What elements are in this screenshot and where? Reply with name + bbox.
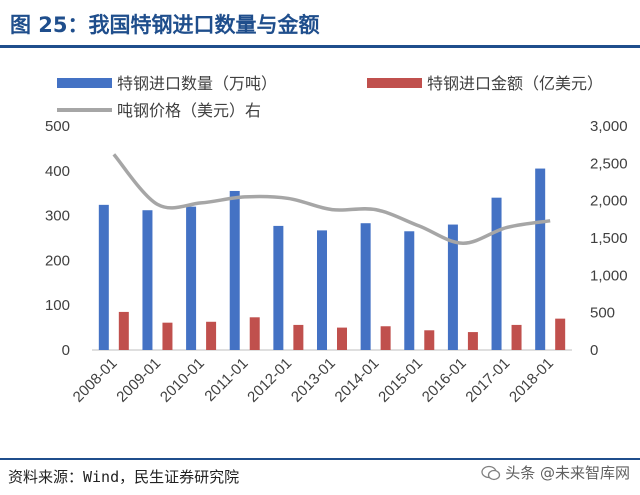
bar-volume — [360, 223, 371, 350]
y-right-tick-label: 1,500 — [590, 230, 628, 247]
x-tick-label: 2014-01 — [332, 355, 383, 406]
y-left-tick-label: 0 — [62, 342, 70, 359]
y-left-tick-label: 400 — [45, 163, 70, 180]
legend-label-volume: 特钢进口数量（万吨） — [117, 74, 277, 93]
legend-label-value: 特钢进口金额（亿美元） — [427, 74, 603, 93]
wechat-icon — [481, 465, 501, 480]
line-price — [112, 153, 551, 245]
bar-value — [293, 324, 304, 350]
chart: 特钢进口数量（万吨） 特钢进口金额（亿美元） 吨钢价格（美元）右 0 100 200 30… — [45, 74, 628, 406]
y-left-tick-label: 200 — [45, 252, 70, 269]
y-right-tick-label: 3,000 — [590, 118, 628, 135]
y-left-tick-label: 300 — [45, 208, 70, 225]
watermark-text: 头条 @未来智库网 — [505, 464, 630, 482]
x-tick-label: 2016-01 — [419, 355, 470, 406]
x-tick-label: 2008-01 — [70, 355, 121, 406]
bar-volume — [273, 225, 284, 350]
legend-label-price: 吨钢价格（美元）右 — [117, 101, 261, 120]
y-right-tick-label: 1,000 — [590, 267, 628, 284]
bar-value — [206, 321, 217, 350]
chart-legend: 特钢进口数量（万吨） 特钢进口金额（亿美元） 吨钢价格（美元）右 — [57, 74, 603, 120]
x-tick-label: 2009-01 — [113, 355, 164, 406]
bar-volume — [142, 210, 153, 350]
bar-value — [467, 332, 478, 350]
bar-volume — [229, 190, 240, 350]
x-tick-label: 2011-01 — [201, 355, 251, 405]
bar-volume — [98, 204, 109, 350]
watermark: 头条 @未来智库网 — [481, 462, 630, 483]
x-tick-label: 2010-01 — [157, 355, 208, 406]
bar-value — [162, 322, 173, 350]
bar-volume — [404, 231, 415, 350]
bar-value — [511, 324, 522, 350]
chart-plot-area: 0 100 200 300 400 500 0 500 1,000 1,500 2,000 2,500… — [45, 118, 628, 406]
y-left-tick-label: 500 — [45, 118, 70, 135]
bar-volume — [317, 230, 327, 350]
legend-swatch-volume — [57, 78, 112, 88]
x-tick-label: 2012-01 — [244, 355, 295, 406]
page-title: 图 25：我国特钢进口数量与金额 — [10, 13, 320, 37]
bar-value — [380, 326, 391, 350]
y-left-tick-label: 100 — [45, 297, 70, 314]
bar-volume — [491, 197, 502, 350]
footer-divider — [0, 458, 640, 460]
y-right-tick-label: 2,000 — [590, 193, 628, 210]
x-tick-label: 2017-01 — [462, 355, 513, 406]
x-tick-label: 2018-01 — [506, 355, 557, 406]
bar-value — [249, 317, 260, 350]
y-right-tick-label: 2,500 — [590, 155, 628, 172]
y-right-tick-label: 500 — [590, 305, 615, 322]
y-right-tick-label: 0 — [590, 342, 598, 359]
bar-value — [337, 327, 347, 350]
x-tick-label: 2015-01 — [375, 355, 426, 406]
bar-value — [118, 311, 129, 350]
title-bar: 图 25：我国特钢进口数量与金额 — [0, 0, 640, 48]
bar-volume — [447, 224, 458, 350]
x-tick-label: 2013-01 — [288, 355, 339, 406]
bar-value — [424, 330, 435, 350]
bar-volume — [186, 206, 197, 350]
bar-value — [555, 318, 566, 350]
source-note: 资料来源：Wind，民生证券研究院 — [8, 468, 240, 486]
bar-volume — [535, 168, 546, 350]
legend-swatch-value — [367, 78, 422, 88]
